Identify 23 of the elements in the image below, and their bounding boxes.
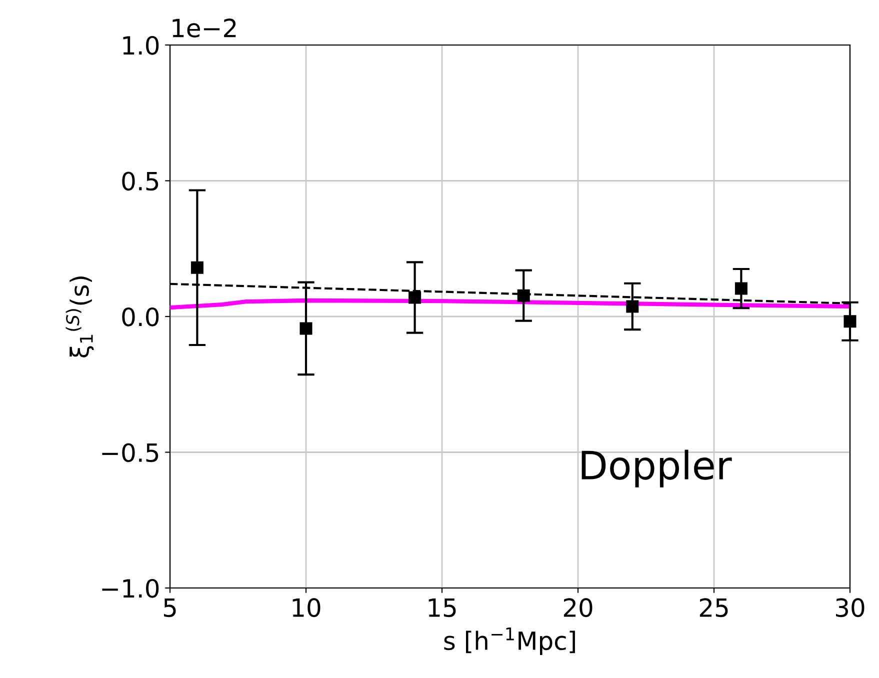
point [190, 261, 204, 274]
x-tick-label: 10 [292, 598, 320, 618]
x-tick-label: 5 [164, 598, 176, 618]
y-tick-label: 1.0 [123, 36, 159, 55]
point [408, 291, 422, 304]
x-tick-label: 30 [836, 598, 864, 618]
y-tick-label: −1.0 [102, 578, 159, 598]
y-axis-title: ξ$_{1}$$^{(S)}$(s) [66, 276, 94, 358]
x-tick-label: 20 [564, 598, 592, 618]
annotation: Doppler [582, 450, 732, 488]
x-tick-label: 15 [428, 598, 456, 618]
point [300, 322, 312, 335]
y-tick-label: 0.0 [122, 307, 159, 326]
point [517, 289, 530, 302]
line-series [170, 298, 850, 310]
y-tick-label: 0.5 [122, 172, 158, 191]
point [626, 300, 639, 313]
x-axis-title: s [h$^{−1}$Mpc] [444, 627, 575, 655]
text: 1e−2 [172, 18, 236, 38]
x-tick-label: 25 [700, 598, 728, 618]
y-tick-label: −0.5 [102, 443, 158, 462]
point [734, 282, 748, 295]
point [844, 315, 856, 328]
